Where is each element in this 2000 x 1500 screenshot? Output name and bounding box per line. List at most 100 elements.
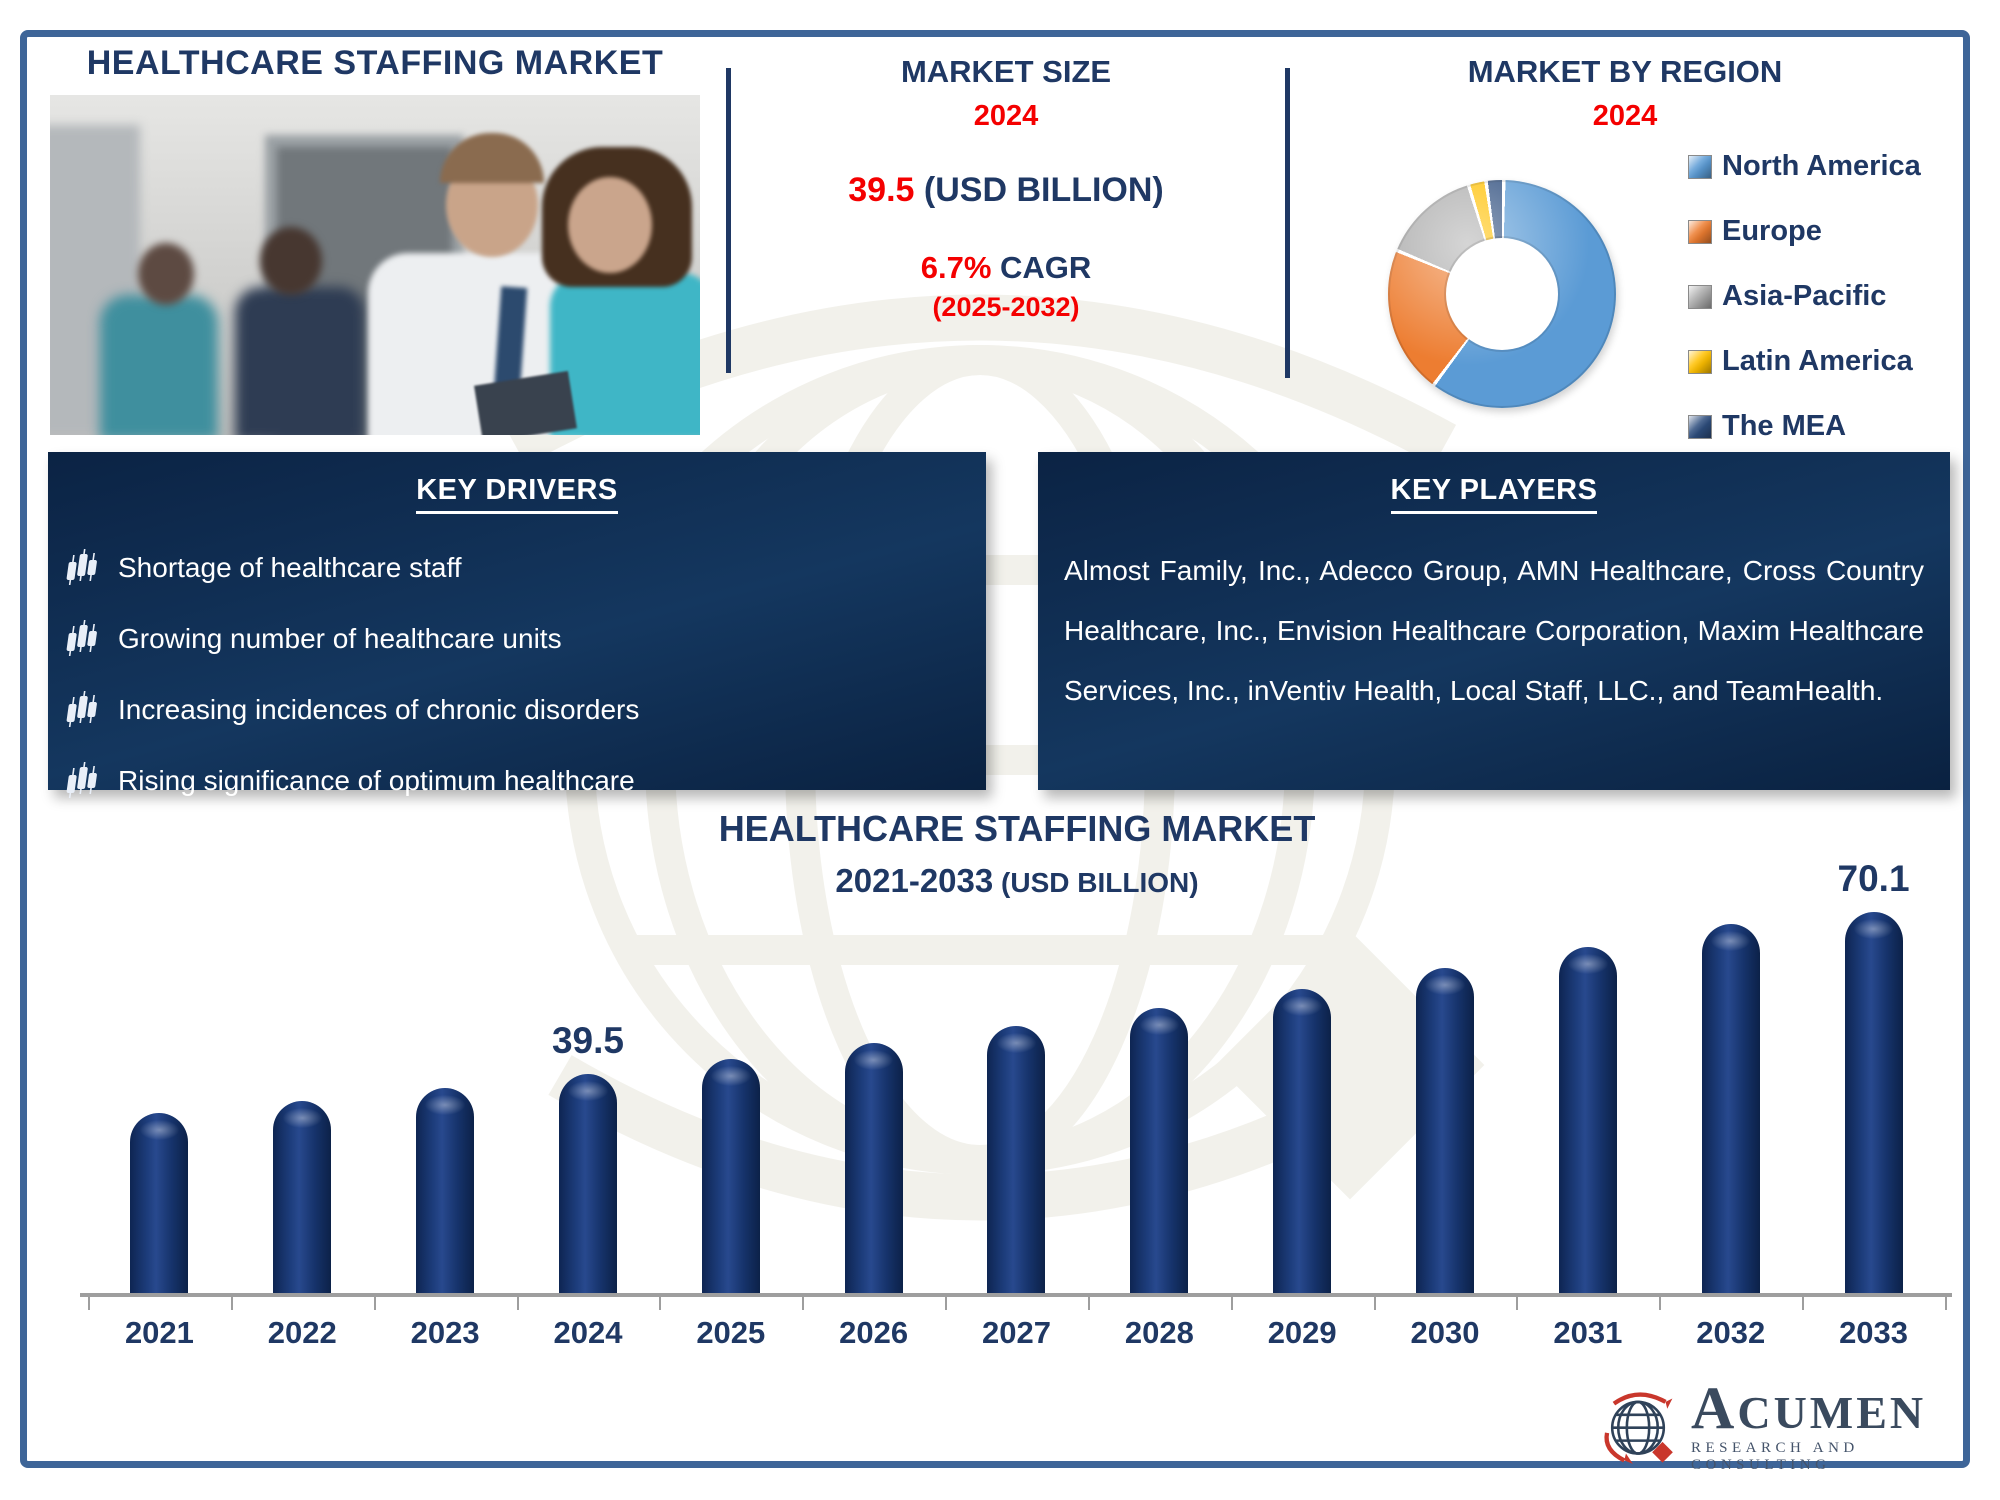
bar-column: [1231, 858, 1374, 1295]
bar-chart-icon: [66, 620, 97, 656]
key-drivers-box: KEY DRIVERS Shortage of healthcare staff…: [48, 452, 986, 798]
axis-tick: [1087, 1297, 1090, 1310]
bar-chart-icon: [66, 549, 97, 585]
axis-tick: [1802, 1297, 1805, 1310]
axis-tick: [659, 1297, 662, 1310]
market-cagr: 6.7% CAGR: [920, 250, 1092, 285]
market-cagr-period: (2025-2032): [932, 292, 1080, 322]
legend-item: Latin America: [1688, 345, 1913, 378]
key-driver-item: Shortage of healthcare staff: [66, 547, 986, 589]
bar: [1416, 968, 1475, 1295]
legend-label: Europe: [1722, 215, 1822, 247]
axis-tick: [1230, 1297, 1233, 1310]
market-size-year: 2024: [973, 100, 1039, 132]
bar: [416, 1088, 475, 1295]
healthcare-staff-photo: [50, 95, 700, 435]
axis-tick: [1659, 1297, 1662, 1310]
x-axis: [80, 1293, 1952, 1297]
bar: [273, 1101, 332, 1295]
bar-column: [1374, 858, 1517, 1295]
year-label: 2032: [1696, 1315, 1766, 1350]
bar-column: [802, 858, 945, 1295]
legend-label: Asia-Pacific: [1722, 280, 1887, 312]
legend-swatch-icon: [1688, 154, 1712, 179]
bar-column: [1088, 858, 1231, 1295]
legend-item: North America: [1688, 150, 1921, 183]
key-players-title: KEY PLAYERS: [1038, 474, 1950, 514]
legend-swatch-icon: [1688, 349, 1712, 374]
year-label: 2022: [267, 1315, 337, 1350]
year-label: 2026: [839, 1315, 909, 1350]
bar: [1701, 924, 1760, 1295]
axis-tick: [1516, 1297, 1519, 1310]
market-size-value: 39.5 (USD BILLION): [848, 171, 1164, 209]
key-drivers-title: KEY DRIVERS: [48, 474, 986, 514]
bar: [1558, 947, 1617, 1295]
axis-tick: [802, 1297, 805, 1310]
key-driver-text: Increasing incidences of chronic disorde…: [118, 694, 640, 725]
year-label: 2029: [1267, 1315, 1337, 1350]
axis-tick: [945, 1297, 948, 1310]
bar-value-label: 70.1: [1837, 858, 1910, 899]
section-divider: [726, 68, 731, 373]
legend-label: The MEA: [1722, 410, 1847, 442]
key-driver-text: Shortage of healthcare staff: [118, 552, 462, 583]
bar-value-label: 39.5: [551, 1020, 624, 1061]
key-players-text: Almost Family, Inc., Adecco Group, AMN H…: [1064, 555, 1924, 706]
page-border: [20, 30, 1970, 1468]
key-driver-text: Rising significance of optimum healthcar…: [118, 765, 635, 796]
bar-column: [88, 858, 231, 1295]
legend-label: Latin America: [1722, 345, 1913, 377]
logo-subtext: RESEARCH AND CONSULTING: [1691, 1440, 1859, 1473]
acumen-globe-icon: [1604, 1392, 1673, 1464]
bar: [844, 1043, 903, 1295]
year-label: 2027: [982, 1315, 1051, 1350]
bar-column: [1659, 858, 1802, 1295]
year-label: 2021: [124, 1315, 194, 1350]
key-players-box: KEY PLAYERS Almost Family, Inc., Adecco …: [1038, 452, 1950, 790]
key-driver-item: Increasing incidences of chronic disorde…: [66, 689, 986, 731]
section-divider: [1285, 68, 1290, 378]
bar: [1844, 912, 1903, 1295]
bar-column: 39.5: [517, 858, 660, 1295]
axis-tick: [373, 1297, 376, 1310]
year-label: 2031: [1553, 1315, 1623, 1350]
key-driver-item: Growing number of healthcare units: [66, 618, 986, 660]
page-title: HEALTHCARE STAFFING MARKET: [86, 44, 664, 82]
key-driver-item: Rising significance of optimum healthcar…: [66, 760, 986, 802]
year-label: 2030: [1410, 1315, 1480, 1350]
bar: [1130, 1008, 1189, 1295]
region-year: 2024: [1592, 100, 1658, 132]
legend-item: Asia-Pacific: [1688, 280, 1886, 313]
axis-tick: [88, 1297, 90, 1310]
legend-swatch-icon: [1688, 219, 1712, 244]
bar-column: [231, 858, 374, 1295]
key-driver-text: Growing number of healthcare units: [118, 623, 562, 654]
bar-column: 70.1: [1802, 858, 1945, 1295]
region-section-header: MARKET BY REGION 2024: [1295, 54, 1955, 133]
chart-subtitle: 2021-2033 (USD BILLION): [835, 862, 1199, 899]
year-label: 2028: [1124, 1315, 1194, 1350]
year-label: 2023: [410, 1315, 480, 1350]
bar-column: [945, 858, 1088, 1295]
bar: [987, 1026, 1046, 1295]
bar-chart: 39.5 70.1: [88, 858, 1945, 1295]
market-size-section: MARKET SIZE 2024 39.5 (USD BILLION) 6.7%…: [736, 54, 1276, 323]
year-label: 2025: [696, 1315, 766, 1350]
acumen-logo: ACUMEN RESEARCH AND CONSULTING: [1595, 1378, 2000, 1474]
legend-label: North America: [1722, 150, 1921, 182]
year-label: 2033: [1839, 1315, 1909, 1350]
logo-name: ACUMEN: [1691, 1375, 1927, 1441]
region-title: MARKET BY REGION: [1467, 54, 1783, 89]
bar-column: [659, 858, 802, 1295]
market-size-title: MARKET SIZE: [900, 54, 1112, 89]
bar: [1273, 989, 1332, 1295]
x-axis-ticks: [88, 1297, 1947, 1311]
bar: [701, 1059, 760, 1295]
bar-chart-icon: [66, 691, 97, 727]
year-label: 2024: [553, 1315, 623, 1350]
bar: [558, 1074, 617, 1295]
bar-column: [374, 858, 517, 1295]
legend-swatch-icon: [1688, 414, 1712, 439]
